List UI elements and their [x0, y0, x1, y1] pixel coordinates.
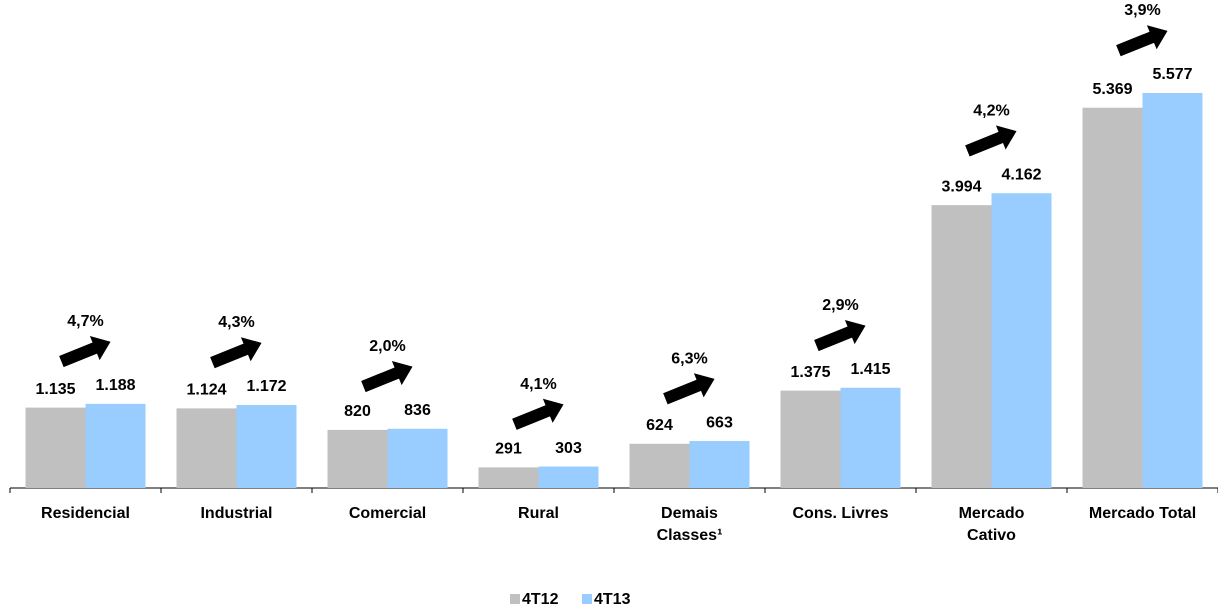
bar [387, 428, 448, 488]
arrow [59, 336, 111, 368]
growth-label: 2,0% [369, 338, 405, 355]
x-tick-label: Residencial [41, 505, 130, 522]
bar [931, 205, 992, 488]
value-label: 4.162 [1001, 166, 1041, 183]
bar [85, 403, 146, 488]
growth-arrow [965, 125, 1017, 157]
growth-arrow [210, 337, 262, 369]
arrow [663, 373, 715, 405]
value-label: 303 [555, 440, 582, 457]
bar [780, 390, 841, 488]
bar [25, 407, 86, 488]
bar [840, 387, 901, 488]
growth-arrow [663, 373, 715, 405]
growth-label: 2,9% [822, 297, 858, 314]
value-label: 820 [344, 403, 371, 420]
bar [629, 443, 690, 488]
growth-arrow [1116, 25, 1168, 57]
value-label: 1.188 [95, 377, 135, 394]
value-label: 5.369 [1092, 81, 1132, 98]
bar [236, 404, 297, 488]
growth-label: 4,2% [973, 102, 1009, 119]
arrow [512, 398, 564, 430]
legend-swatch [510, 594, 520, 604]
x-tick-label: Cons. Livres [792, 505, 889, 522]
value-label: 1.124 [186, 382, 226, 399]
value-label: 1.375 [790, 364, 830, 381]
value-label: 5.577 [1152, 66, 1192, 83]
growth-arrow [361, 360, 413, 393]
bar [176, 408, 237, 488]
value-label: 663 [706, 414, 733, 431]
value-label: 1.172 [246, 378, 286, 395]
legend-label: 4T12 [522, 591, 559, 608]
x-tick-label: Rural [518, 505, 559, 522]
arrow [965, 125, 1017, 157]
growth-label: 4,1% [520, 376, 556, 393]
x-tick-label: Demais Classes¹ [656, 505, 723, 544]
legend-label: 4T13 [594, 591, 631, 608]
value-label: 1.135 [35, 381, 75, 398]
bar [689, 441, 750, 488]
growth-arrow [512, 398, 564, 430]
growth-arrow [814, 319, 866, 352]
arrow [814, 319, 866, 352]
growth-label: 3,9% [1124, 2, 1160, 19]
value-label: 291 [495, 441, 522, 458]
growth-label: 6,3% [671, 350, 707, 367]
bar [478, 467, 539, 488]
arrow [210, 337, 262, 369]
arrow [361, 360, 413, 393]
arrow [1116, 25, 1168, 57]
value-label: 1.415 [850, 361, 890, 378]
value-label: 836 [404, 402, 431, 419]
value-label: 624 [646, 417, 673, 434]
value-label: 3.994 [941, 178, 981, 195]
x-tick-label: Comercial [348, 505, 427, 522]
bar [1082, 107, 1143, 488]
bar [991, 193, 1052, 488]
growth-label: 4,7% [67, 313, 103, 330]
x-tick-label: Industrial [200, 505, 273, 522]
x-tick-label: Mercado Total [1088, 505, 1197, 522]
bar [1142, 93, 1203, 488]
legend-swatch [582, 594, 592, 604]
growth-label: 4,3% [218, 314, 254, 331]
bar [327, 429, 388, 488]
x-tick-label: Mercado Cativo [958, 505, 1025, 544]
growth-arrow [59, 336, 111, 368]
bar [538, 466, 599, 488]
